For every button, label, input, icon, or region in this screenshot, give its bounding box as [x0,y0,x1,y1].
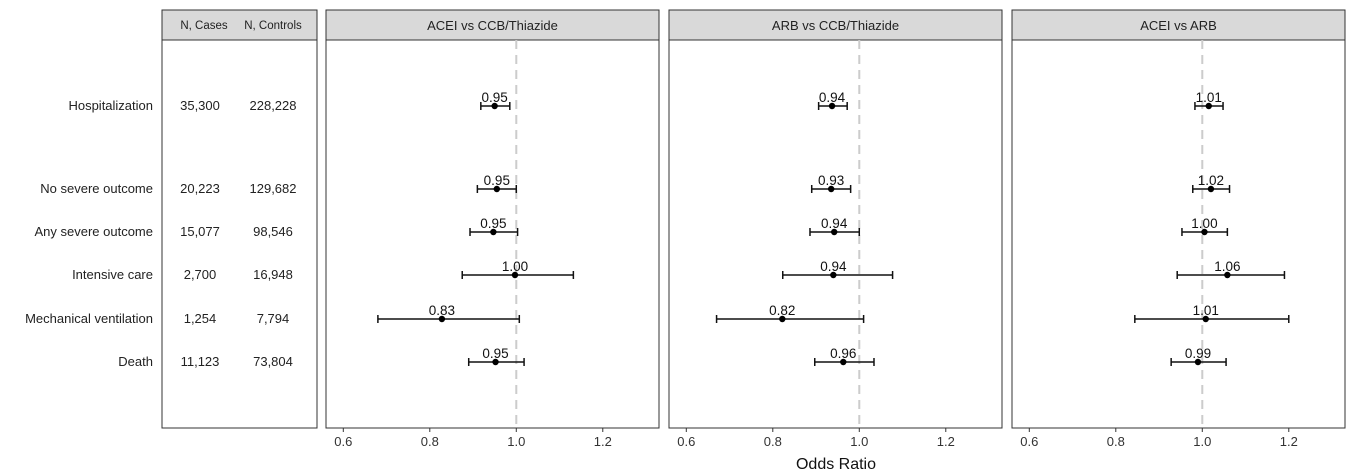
table-header-strip [161,9,318,41]
point-estimate [493,185,501,193]
table-panel: N, Cases N, Controls [161,9,318,429]
odds-ratio-label: 1.01 [1193,303,1219,318]
panel-title-strip [1011,9,1346,41]
point-estimate [1207,185,1215,193]
panel-title-strip [325,9,660,41]
x-tick-label: 0.6 [677,434,695,449]
row-label-any-severe-outcome: Any severe outcome [34,224,153,239]
point-estimate [1205,102,1212,110]
odds-ratio-label: 0.93 [818,173,844,188]
odds-ratio-label: 1.01 [1196,90,1222,105]
panel-title: ARB vs CCB/Thiazide [772,18,899,33]
odds-ratio-label: 0.96 [830,346,856,361]
point-estimate [1201,228,1208,236]
row-controls-intensive-care: 16,948 [253,267,293,282]
row-label-mechanical-ventilation: Mechanical ventilation [25,311,153,326]
x-tick-label: 0.6 [334,434,352,449]
forest-panels: ACEI vs CCB/Thiazide 0.6 0.8 1.0 1.2 0.95 0.95… [325,9,1346,449]
odds-ratio-label: 0.82 [769,303,795,318]
row-cases-death: 11,123 [181,354,220,369]
row-controls-any-severe-outcome: 98,546 [253,224,293,239]
row-controls-mechanical-ventilation: 7,794 [257,311,290,326]
row-cases-no-severe-outcome: 20,223 [180,181,220,196]
row-group: Hospitalization 35,300 228,228 No severe… [25,98,296,369]
row-cases-intensive-care: 2,700 [184,267,217,282]
odds-ratio-label: 0.94 [820,259,847,274]
odds-ratio-label: 1.06 [1214,259,1240,274]
odds-ratio-label: 0.83 [429,303,455,318]
x-tick-label: 1.2 [1280,434,1298,449]
x-tick-label: 0.8 [764,434,782,449]
odds-ratio-label: 0.99 [1185,346,1211,361]
x-tick-label: 1.0 [1193,434,1211,449]
row-controls-no-severe-outcome: 129,682 [250,181,297,196]
panel-title: ACEI vs ARB [1140,18,1217,33]
point-estimate [831,228,838,236]
point-estimate [779,315,786,323]
x-axis-title: Odds Ratio [796,456,876,473]
table-body [161,39,318,429]
point-estimate [828,102,836,110]
panel-1: ACEI vs CCB/Thiazide 0.6 0.8 1.0 1.2 0.95 0.95… [325,9,660,449]
point-estimate [1194,358,1202,366]
row-label-no-severe-outcome: No severe outcome [40,181,153,196]
point-estimate [840,358,847,366]
point-estimate [1224,271,1231,279]
row-label-death: Death [118,354,153,369]
x-tick-label: 1.0 [850,434,868,449]
panel-plot-area [1011,39,1346,429]
row-label-intensive-care: Intensive care [72,267,153,282]
odds-ratio-label: 0.95 [480,216,506,231]
odds-ratio-label: 0.95 [482,90,508,105]
row-controls-death: 73,804 [253,354,293,369]
odds-ratio-label: 1.00 [502,259,528,274]
row-controls-hospitalization: 228,228 [250,98,297,113]
panel-title: ACEI vs CCB/Thiazide [427,18,558,33]
x-tick-label: 1.2 [937,434,955,449]
odds-ratio-label: 1.02 [1198,173,1224,188]
point-estimate [1202,315,1209,323]
point-estimate [491,102,498,110]
odds-ratio-label: 0.95 [484,173,510,188]
row-label-hospitalization: Hospitalization [68,98,153,113]
x-tick-label: 0.8 [1107,434,1125,449]
row-cases-any-severe-outcome: 15,077 [180,224,220,239]
point-estimate [830,271,837,279]
odds-ratio-label: 0.94 [821,216,848,231]
x-tick-label: 0.8 [421,434,439,449]
panel-3: ACEI vs ARB 0.6 0.8 1.0 1.2 1.01 1.02 1.00 1.06 1… [1011,9,1346,449]
point-estimate [438,315,446,323]
x-tick-label: 1.2 [594,434,612,449]
point-estimate [490,228,497,236]
header-n-controls: N, Controls [244,20,302,32]
x-tick-label: 1.0 [507,434,525,449]
header-n-cases: N, Cases [180,20,228,32]
row-cases-mechanical-ventilation: 1,254 [184,311,217,326]
odds-ratio-label: 0.94 [819,90,846,105]
row-cases-hospitalization: 35,300 [180,98,220,113]
point-estimate [827,185,835,193]
panel-2: ARB vs CCB/Thiazide 0.6 0.8 1.0 1.2 0.94 0.93 0… [668,9,1003,449]
point-estimate [492,358,499,366]
x-tick-label: 0.6 [1020,434,1038,449]
odds-ratio-label: 0.95 [482,346,508,361]
point-estimate [511,271,519,279]
odds-ratio-label: 1.00 [1191,216,1217,231]
